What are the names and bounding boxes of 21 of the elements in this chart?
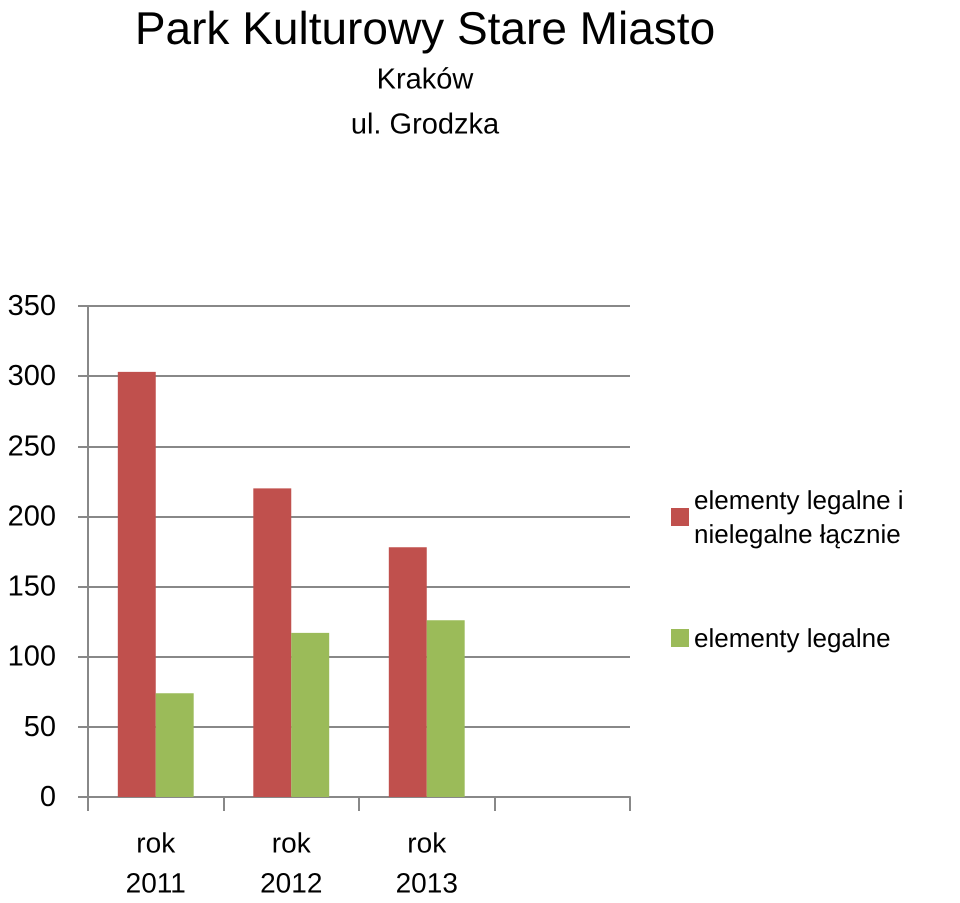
y-tick-label: 200 [8,500,56,532]
x-tick-label: rok 2013 [396,828,458,898]
y-tick-label: 300 [8,360,56,392]
x-tick-label: rok 2012 [260,828,322,898]
legend-label: elementy legalne i nielegalne łącznie [694,485,904,549]
y-tick-label: 0 [40,781,56,813]
bar [253,488,292,797]
y-tick-label: 50 [24,710,56,743]
chart-subtitle: Kraków ul. Grodzka [350,64,500,140]
bar [388,547,427,797]
y-tick-label: 150 [8,570,56,603]
bar [118,372,156,797]
legend-label: elementy legalne [694,623,891,653]
y-tick-label: 100 [8,640,56,673]
x-tick-label: rok 2011 [126,828,186,898]
bar [426,620,465,797]
y-tick-label: 250 [8,430,56,462]
bar [291,632,330,797]
y-tick-label: 350 [8,290,56,322]
bar [156,693,194,797]
chart-title: Park Kulturowy Stare Miasto [134,2,716,54]
